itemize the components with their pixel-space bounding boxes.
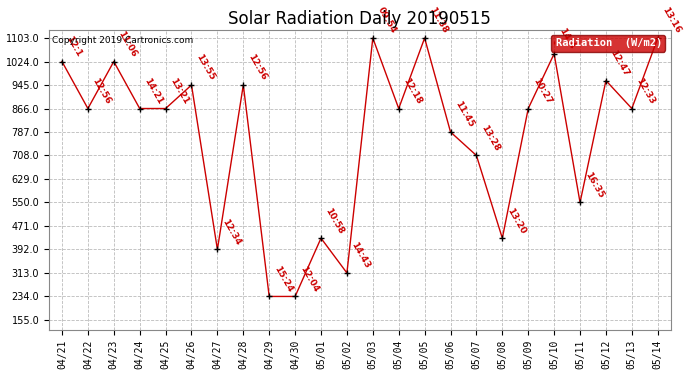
Text: 12:47: 12:47 <box>609 48 631 78</box>
Text: 14:43: 14:43 <box>350 241 372 270</box>
Text: 12:04: 12:04 <box>298 264 320 294</box>
Legend: Radiation  (W/m2): Radiation (W/m2) <box>551 35 665 51</box>
Text: 16:35: 16:35 <box>583 170 605 200</box>
Text: 11:38: 11:38 <box>427 6 449 35</box>
Text: 11:06: 11:06 <box>117 30 139 59</box>
Text: 15:24: 15:24 <box>272 264 294 294</box>
Text: 13:21: 13:21 <box>168 76 190 106</box>
Text: 13:28: 13:28 <box>480 123 502 153</box>
Text: 12:33: 12:33 <box>635 76 657 106</box>
Text: 14:4: 14:4 <box>557 27 576 51</box>
Text: 12:56: 12:56 <box>246 53 268 82</box>
Title: Solar Radiation Daily 20190515: Solar Radiation Daily 20190515 <box>228 10 491 28</box>
Text: 12:1: 12:1 <box>65 35 83 59</box>
Text: 13:16: 13:16 <box>660 6 682 35</box>
Text: 13:20: 13:20 <box>505 206 527 236</box>
Text: 10:27: 10:27 <box>531 76 553 106</box>
Text: 12:56: 12:56 <box>90 76 112 106</box>
Text: 12:18: 12:18 <box>402 76 424 106</box>
Text: 12:34: 12:34 <box>220 217 242 247</box>
Text: 10:58: 10:58 <box>324 206 346 236</box>
Text: 13:55: 13:55 <box>195 53 217 82</box>
Text: 14:21: 14:21 <box>142 76 165 106</box>
Text: 09:54: 09:54 <box>375 6 397 35</box>
Text: 11:45: 11:45 <box>453 100 475 129</box>
Text: Copyright 2019 Cartronics.com: Copyright 2019 Cartronics.com <box>52 36 193 45</box>
